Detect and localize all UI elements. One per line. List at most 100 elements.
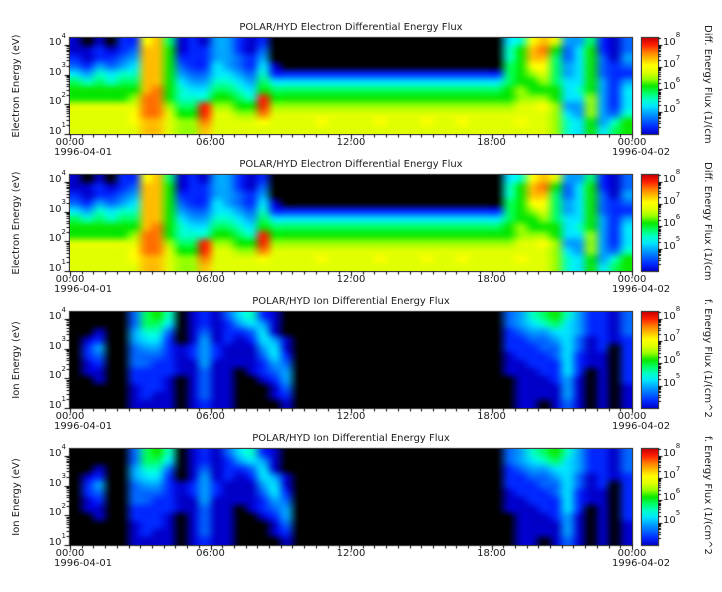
panel3-date-left: 1996-04-01 — [54, 421, 113, 432]
panel4-colorbar-tick-label-base: 10 — [663, 470, 676, 481]
panel2-y-tick-label-base: 10 — [48, 173, 62, 185]
panel2-y-tick-label-exponent: 2 — [61, 227, 66, 236]
panel4-colorbar-tick-label: 108 — [663, 443, 680, 460]
panel4-y-tick-label: 103 — [30, 473, 66, 490]
panel3-y-tick-label-exponent: 3 — [61, 335, 66, 344]
panel2-colorbar-tick-label-base: 10 — [663, 240, 676, 252]
panel4-x-tick-label: 00:00 — [55, 548, 85, 559]
panel1-y-tick-label: 103 — [30, 62, 66, 79]
panel4-y-tick-label-exponent: 3 — [61, 472, 66, 481]
panel4-y-tick-label-base: 10 — [48, 507, 62, 519]
panel3-date-right: 1996-04-02 — [612, 421, 671, 432]
panel3-colorbar-tick-label-base: 10 — [663, 377, 676, 389]
panel1-y-tick-label-exponent: 1 — [61, 120, 66, 129]
panel4-colorbar-tick-label: 106 — [663, 488, 680, 504]
panel1-y-tick-label: 102 — [30, 91, 66, 108]
panel2-date-left: 1996-04-01 — [54, 284, 113, 295]
panel4-colorbar-tick-label-exponent: 8 — [675, 442, 681, 451]
panel2-y-tick-label: 101 — [30, 258, 66, 275]
panel1-colorbar-tick-label-base: 10 — [663, 81, 676, 93]
panel3-colorbar-tick-label: 107 — [663, 328, 680, 345]
panel2-colorbar-label: Diff. Energy Flux (1/(cm — [702, 162, 713, 281]
panel4-colorbar-tick-label-exponent: 5 — [675, 509, 681, 518]
panel1-colorbar-tick-label-exponent: 8 — [675, 31, 681, 40]
panel4-spectrogram-canvas — [70, 449, 632, 545]
panel1-y-tick-label: 101 — [30, 121, 66, 138]
panel1-colorbar-tick-label-exponent: 6 — [675, 76, 681, 84]
panel2-colorbar-tick-label-exponent: 8 — [675, 168, 681, 177]
panel1-y-tick-label: 104 — [30, 32, 66, 49]
panel2-x-tick-label: 00:00 — [55, 274, 85, 285]
panel3-colorbar-canvas — [642, 312, 658, 408]
panel1-colorbar-tick-label-exponent: 7 — [675, 53, 681, 62]
panel2-colorbar-tick-label-exponent: 6 — [675, 213, 681, 221]
panel3-colorbar-tick-label: 106 — [663, 351, 680, 367]
panel1-x-tick-label: 00:00 — [617, 137, 647, 148]
panel1-x-tick-label: 00:00 — [55, 137, 85, 148]
panel1-y-tick-label-base: 10 — [48, 96, 62, 108]
panel3-colorbar-tick-label-base: 10 — [663, 333, 676, 344]
panel1-y-tick-label-exponent: 4 — [61, 31, 66, 40]
panel4-colorbar-tick-label-base: 10 — [663, 447, 676, 459]
panel4-colorbar-tick-label-exponent: 7 — [675, 464, 681, 473]
panel4-y-axis-label: Ion Energy (eV) — [11, 458, 22, 536]
panel3-x-tick-label: 00:00 — [617, 411, 647, 422]
panel2-y-tick-label-exponent: 4 — [61, 168, 66, 177]
panel3-y-tick-label: 104 — [30, 306, 66, 323]
panel1-spectrogram-canvas — [70, 38, 632, 134]
panel3-spectrogram-canvas — [70, 312, 632, 408]
panel4-date-right: 1996-04-02 — [612, 558, 671, 569]
panel4-colorbar-tick-label: 107 — [663, 465, 680, 482]
panel3-colorbar-tick-label-exponent: 7 — [675, 327, 681, 336]
panel1-colorbar-tick-label: 108 — [663, 32, 680, 49]
panel2-y-tick-label-base: 10 — [48, 203, 62, 215]
panel3-colorbar-tick-label: 105 — [663, 373, 680, 390]
panel4-x-tick-label: 18:00 — [477, 548, 506, 559]
panel4-x-tick-label: 12:00 — [336, 548, 366, 559]
panel2-y-tick-label-exponent: 1 — [61, 257, 66, 266]
panel4-y-tick-label: 104 — [30, 443, 66, 460]
panel2-x-tick-label: 06:00 — [196, 274, 225, 285]
panel3-title: POLAR/HYD Ion Differential Energy Flux — [252, 296, 450, 307]
panel2-x-tick-label: 00:00 — [617, 274, 647, 285]
panel4-y-tick-label-exponent: 4 — [61, 442, 66, 451]
panel2-y-tick-label: 102 — [30, 228, 66, 245]
panel3-x-tick-label: 06:00 — [196, 411, 225, 422]
panel3-y-tick-label: 102 — [30, 365, 66, 382]
panel1-date-right: 1996-04-02 — [612, 147, 671, 158]
panel2-y-tick-label-exponent: 3 — [61, 198, 66, 207]
panel2-colorbar-tick-label-exponent: 5 — [675, 235, 681, 244]
panel1-colorbar-tick-label: 106 — [663, 77, 680, 93]
panel3-y-tick-label-base: 10 — [48, 310, 62, 322]
panel4-colorbar-tick-label-base: 10 — [663, 492, 676, 504]
panel1-x-tick-label: 12:00 — [336, 137, 366, 148]
panel1-colorbar-tick-label-base: 10 — [663, 103, 676, 115]
panel3-y-tick-label-base: 10 — [48, 400, 62, 411]
panel1-colorbar-tick-label-base: 10 — [663, 59, 676, 70]
panel4-y-tick-label-base: 10 — [48, 477, 62, 489]
panel3-colorbar-tick-label: 108 — [663, 306, 680, 323]
panel1-y-tick-label-exponent: 2 — [61, 90, 66, 99]
panel3-colorbar-tick-label-exponent: 5 — [675, 372, 681, 381]
panel1-title: POLAR/HYD Electron Differential Energy F… — [239, 22, 463, 33]
panel2-colorbar-tick-label: 106 — [663, 214, 680, 230]
panel2-title: POLAR/HYD Electron Differential Energy F… — [239, 159, 463, 170]
panel4-colorbar-canvas — [642, 449, 658, 545]
panel3-x-tick-label: 12:00 — [336, 411, 366, 422]
panel2-y-tick-label: 103 — [30, 199, 66, 216]
panel1-colorbar-label: Diff. Energy Flux (1/(cm — [702, 25, 713, 144]
panel4-y-tick-label-exponent: 2 — [61, 501, 66, 510]
panel4-title: POLAR/HYD Ion Differential Energy Flux — [252, 433, 450, 444]
panel4-colorbar-tick-label: 105 — [663, 510, 680, 527]
panel4-x-tick-label: 06:00 — [196, 548, 225, 559]
panel1-y-tick-label-exponent: 3 — [61, 61, 66, 70]
panel2-colorbar-tick-label: 107 — [663, 191, 680, 208]
panel2-colorbar-canvas — [642, 175, 658, 271]
panel4-colorbar-tick-label-base: 10 — [663, 514, 676, 526]
panel3-colorbar-label: f. Energy Flux (1/(cm^2 — [702, 299, 713, 418]
panel2-colorbar-tick-label: 108 — [663, 169, 680, 186]
panel3-y-axis-label: Ion Energy (eV) — [11, 321, 22, 399]
panel2-x-tick-label: 12:00 — [336, 274, 366, 285]
panel2-colorbar-tick-label: 105 — [663, 236, 680, 253]
